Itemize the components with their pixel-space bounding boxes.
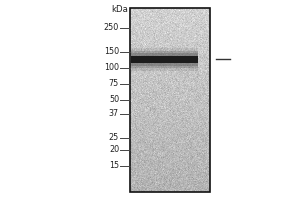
Text: 15: 15 bbox=[109, 162, 119, 170]
Text: 37: 37 bbox=[109, 110, 119, 118]
Text: 250: 250 bbox=[104, 23, 119, 32]
Bar bbox=[130, 8, 210, 192]
Bar bbox=[131, 47, 198, 71]
Text: 75: 75 bbox=[109, 79, 119, 88]
Text: 20: 20 bbox=[109, 146, 119, 154]
Bar bbox=[131, 50, 198, 68]
Text: 150: 150 bbox=[104, 47, 119, 56]
Bar bbox=[131, 55, 198, 62]
Text: 100: 100 bbox=[104, 64, 119, 72]
Bar bbox=[131, 52, 198, 66]
Text: 25: 25 bbox=[109, 134, 119, 142]
Text: kDa: kDa bbox=[111, 5, 128, 15]
Text: 50: 50 bbox=[109, 96, 119, 104]
